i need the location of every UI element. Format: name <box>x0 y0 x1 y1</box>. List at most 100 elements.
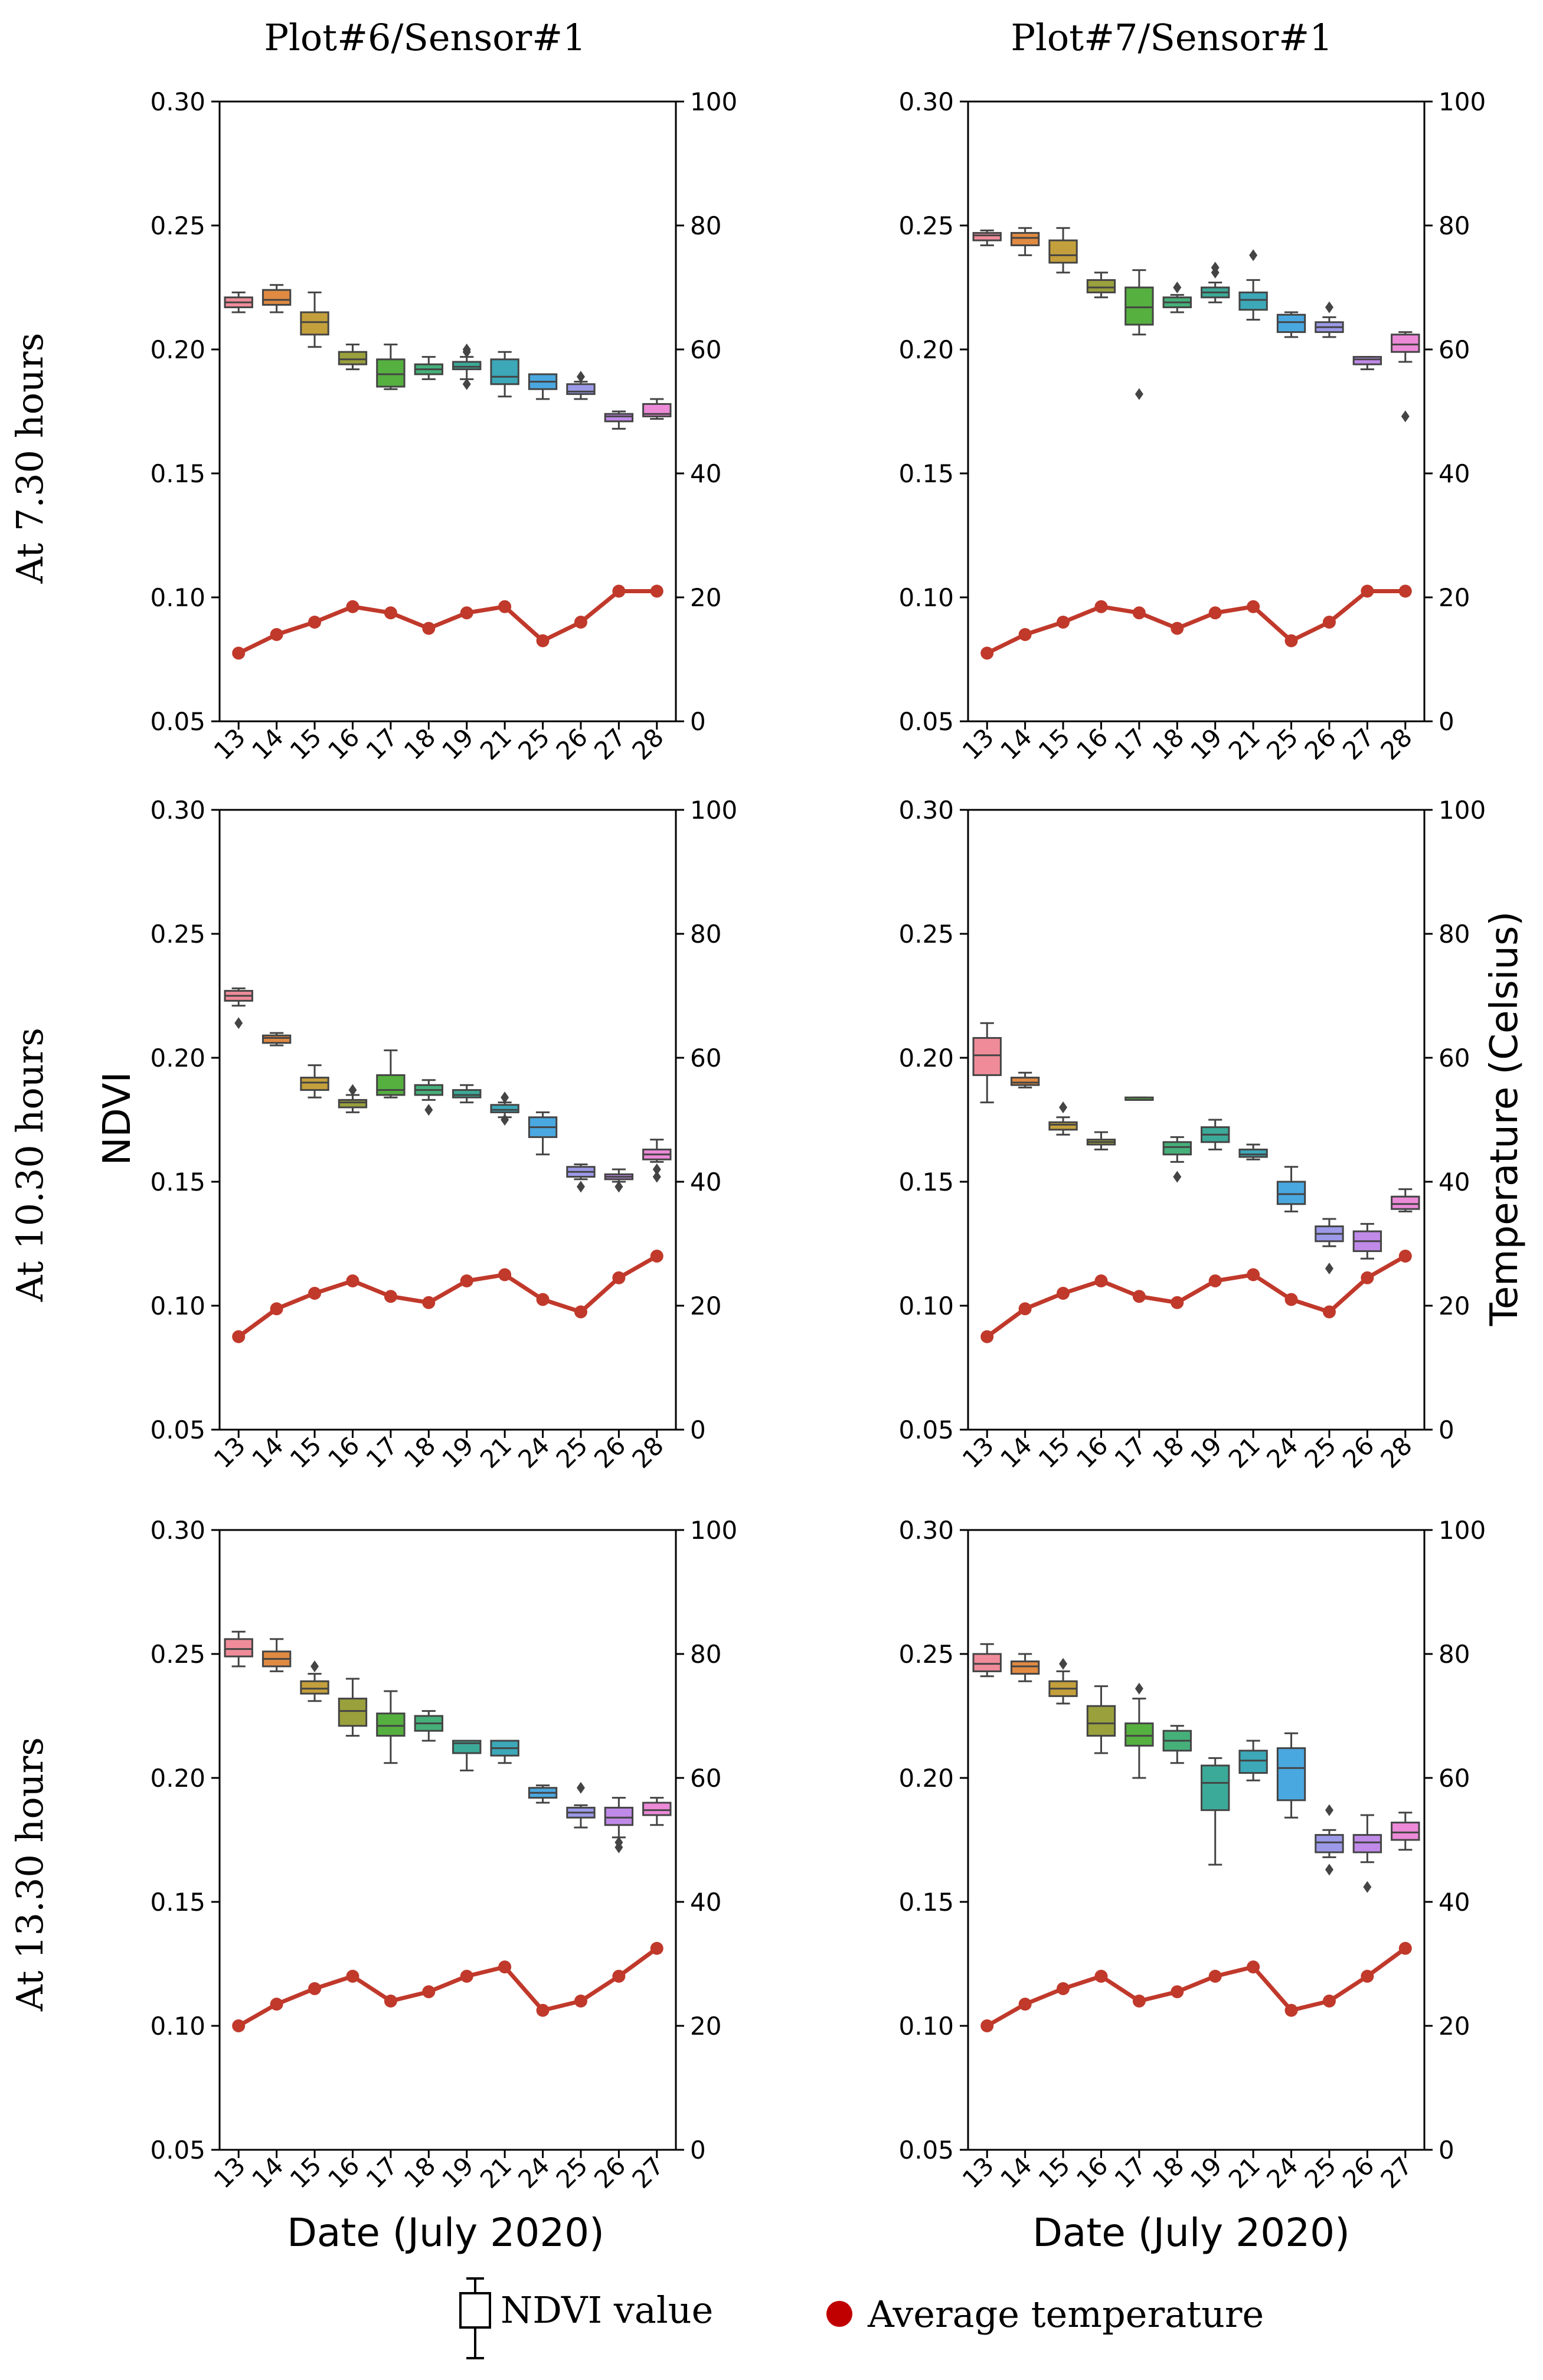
panel-1-0-ndvi-box <box>224 987 253 1029</box>
panel-2-1-temperature-point <box>1322 1995 1336 2008</box>
panel-2-0-box-iqr <box>224 1638 253 1658</box>
panel-1-1-temperature-point <box>1284 1293 1298 1306</box>
panel-0-1-ytick-right-label: 60 <box>1439 335 1470 364</box>
legend-temperature-dot <box>826 2301 852 2327</box>
panel-1-0-outlier <box>501 1114 509 1126</box>
panel-1-0-box-iqr <box>376 1074 406 1096</box>
panel-2-1-temperature-point <box>1284 2003 1298 2017</box>
panel-1-0-xtick-label: 21 <box>475 1431 517 1473</box>
panel-2-0-outlier <box>576 1781 585 1794</box>
panel-0-0-temperature-point <box>650 584 663 598</box>
panel-1-0-ytick-left-label: 0.05 <box>150 1415 205 1444</box>
panel-0-0: 0.05 0.10 0.15 0.20 0.25 0.30 0 20 40 60 80 100 1314… <box>150 87 737 766</box>
panel-1-0-box-iqr <box>490 1104 519 1113</box>
panel-1-0-ytick-right-label: 20 <box>690 1292 721 1320</box>
panels: 0.050.100.150.200.250.300204060801001314… <box>150 87 1486 2194</box>
panel-1-0-xtick-label: 13 <box>208 1431 251 1473</box>
ylabel-ndvi: NDVI <box>96 1072 139 1166</box>
panel-2-1-ndvi-box <box>1276 1732 1306 1819</box>
panel-1-1-ndvi-box <box>1352 1222 1382 1260</box>
panel-0-1-box-iqr <box>1048 239 1078 264</box>
panel-2-0-box-iqr <box>642 1802 672 1816</box>
panel-0-0-box-iqr <box>261 289 292 306</box>
panel-0-0-ytick-right-label: 100 <box>690 87 737 116</box>
panel-2-1-box-iqr <box>1352 1834 1382 1853</box>
panel-2-0-ytick-right-label: 20 <box>690 2012 721 2041</box>
panel-0-0-ytick-left-label: 0.05 <box>150 707 205 736</box>
panel-0-1-ndvi-box <box>1276 311 1306 338</box>
panel-2-1-temperature-point <box>1208 1970 1222 1983</box>
panel-0-0-ndvi-box <box>261 284 292 313</box>
panel-1-0-ndvi-box <box>566 1163 596 1193</box>
panel-2-1-outlier <box>1059 1658 1068 1670</box>
panel-1-0-temperature-point <box>498 1268 512 1281</box>
panel-1-0-temperature-point <box>650 1250 663 1263</box>
panel-0-1-xtick-label: 27 <box>1337 722 1379 765</box>
panel-2-0-ytick-left-label: 0.15 <box>150 1888 205 1917</box>
panel-1-0-temperature-point <box>422 1296 436 1309</box>
panel-1-1-xtick-label: 15 <box>1033 1431 1075 1473</box>
panel-0-1-xtick-label: 21 <box>1223 722 1266 765</box>
panel-0-1-temperature-point <box>1057 616 1070 629</box>
panel-2-0-temperature-point <box>612 1970 626 1983</box>
panel-1-0-ytick-right-label: 40 <box>690 1168 721 1196</box>
panel-1-1-frame <box>967 809 1426 1431</box>
panel-1-0-ndvi-box <box>300 1064 329 1099</box>
panel-1-1-box-iqr <box>1276 1181 1306 1205</box>
panel-1-1-ytick-left-label: 0.25 <box>898 920 954 949</box>
panel-1-1-temperature-point <box>1018 1302 1032 1316</box>
panel-0-0-xtick-label: 15 <box>285 722 327 765</box>
panel-2-0-ytick-right-label: 40 <box>690 1888 721 1917</box>
panel-2-0-xtick-label: 19 <box>436 2151 479 2193</box>
panel-2-1-temperature-point <box>1132 1995 1146 2008</box>
panel-1-1-ndvi-box <box>1276 1166 1306 1212</box>
panel-2-1-ytick-right-label: 80 <box>1439 1640 1470 1669</box>
panel-2-0-ytick-right-label: 80 <box>690 1640 721 1669</box>
panel-1-1-box-iqr <box>1048 1121 1078 1131</box>
panel-1-1-xtick-label: 18 <box>1147 1431 1189 1473</box>
panel-2-1-ndvi-box <box>1162 1725 1192 1764</box>
panel-2-0-xtick-label: 15 <box>285 2151 327 2193</box>
panel-0-1-box-iqr <box>1086 279 1116 293</box>
panel-1-0-outlier <box>348 1084 357 1096</box>
panel-2-0-ytick-left-label: 0.25 <box>150 1640 205 1669</box>
panel-0-0-ndvi-box <box>490 351 519 398</box>
panel-0-0-ytick-left-label: 0.30 <box>150 87 205 116</box>
panel-2-0-temperature-point <box>346 1970 359 1983</box>
panel-2-1-temperature-point <box>980 2019 994 2032</box>
panel-1-0-ytick-left-label: 0.15 <box>150 1168 205 1196</box>
panel-2-1-xtick-label: 21 <box>1223 2151 1266 2193</box>
panel-0-0-temperature-point <box>270 628 283 641</box>
panel-1-1-temperature-point <box>1132 1290 1146 1303</box>
panel-0-0-box-iqr <box>604 413 634 423</box>
panel-1-1-ytick-right-label: 60 <box>1439 1044 1470 1073</box>
panel-1-0-ytick-right-label: 100 <box>690 796 737 825</box>
panel-2-0-ytick-left-label: 0.20 <box>150 1764 205 1793</box>
panel-2-0-ndvi-box <box>261 1638 292 1672</box>
panel-1-1-ndvi-box <box>1391 1188 1420 1212</box>
panel-1-0-ndvi-box <box>376 1049 406 1099</box>
panel-0-1-xtick-label: 14 <box>995 722 1037 765</box>
panel-0-0-ytick-right-label: 20 <box>690 583 721 612</box>
panel-0-0-xtick-label: 17 <box>361 722 403 765</box>
panel-2-1-ndvi-box <box>1391 1812 1420 1851</box>
panel-1-0-ytick-left-label: 0.10 <box>150 1292 205 1320</box>
panel-0-1-ndvi-box <box>1201 261 1230 303</box>
panel-1-1-xtick-label: 14 <box>995 1431 1037 1473</box>
panel-2-0-temperature-point <box>574 1995 587 2008</box>
panel-0-0-xtick-label: 26 <box>551 722 593 765</box>
panel-2-1-ndvi-box <box>1048 1658 1078 1705</box>
panel-2-0-xtick-label: 14 <box>246 2151 289 2193</box>
panel-1-1-box-iqr <box>1238 1148 1268 1158</box>
panel-0-1-ytick-right-label: 80 <box>1439 211 1470 240</box>
panel-2-1-xtick-label: 15 <box>1033 2151 1075 2193</box>
panel-1-1-xtick-label: 17 <box>1109 1431 1152 1473</box>
panel-2-0-ndvi-box <box>490 1740 519 1764</box>
panel-0-0-xtick-label: 28 <box>626 722 669 765</box>
panel-0-1-ndvi-box <box>1238 249 1268 321</box>
panel-0-0-xtick-label: 13 <box>208 722 251 765</box>
panel-0-1-xtick-label: 28 <box>1375 722 1417 765</box>
column-title-plot7: Plot#7/Sensor#1 <box>1011 16 1332 59</box>
panel-2-0-xtick-label: 16 <box>322 2151 365 2193</box>
panel-1-0-ndvi-box <box>414 1079 443 1116</box>
